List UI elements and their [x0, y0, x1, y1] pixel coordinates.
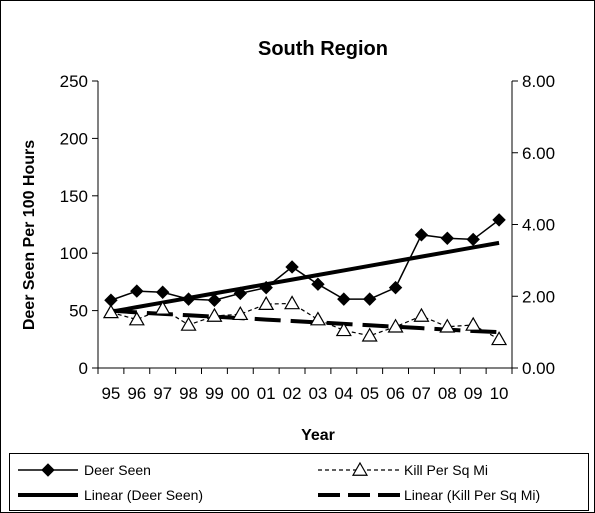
data-point-deer-seen: [362, 292, 377, 306]
data-point-deer-seen: [233, 286, 248, 301]
data-point-deer-seen: [130, 284, 144, 298]
y-right-tick-label: 6.00: [522, 144, 555, 163]
data-point-deer-seen: [155, 285, 170, 299]
data-point-kill-per-sq-mi: [128, 311, 145, 326]
y-left-tick-label: 250: [60, 72, 88, 91]
y-left-tick-label: 100: [60, 244, 88, 263]
y-right-tick-label: 0.00: [522, 359, 555, 378]
x-tick-label: 97: [153, 384, 172, 403]
data-point-kill-per-sq-mi: [258, 295, 275, 310]
x-tick-label: 03: [308, 384, 327, 403]
x-axis-title: Year: [301, 427, 335, 444]
x-tick-label: 01: [257, 384, 276, 403]
series-line-linear-kill-per-sq-mi: [110, 308, 500, 335]
series-line-deer-seen: [110, 219, 500, 302]
series-line-kill-per-sq-mi: [110, 302, 500, 340]
data-point-kill-per-sq-mi: [154, 300, 171, 315]
x-tick-label: 04: [334, 384, 353, 403]
data-point-deer-seen: [388, 280, 403, 295]
y-axis-title: Deer Seen Per 100 Hours: [21, 140, 38, 330]
y-right-tick-label: 8.00: [522, 72, 555, 91]
data-point-kill-per-sq-mi: [232, 305, 249, 321]
series-line-linear-deer-seen: [110, 240, 500, 314]
x-tick-label: 98: [179, 384, 198, 403]
data-point-deer-seen: [440, 231, 455, 245]
data-point-deer-seen: [285, 260, 299, 274]
data-point-kill-per-sq-mi: [309, 311, 326, 326]
legend-box: [9, 453, 589, 511]
y-right-tick-label: 4.00: [522, 216, 555, 235]
data-point-deer-seen: [311, 277, 325, 291]
legend-marker-deer-seen: [41, 463, 55, 477]
data-point-deer-seen: [466, 232, 480, 247]
y-left-tick-label: 50: [69, 302, 88, 321]
data-point-kill-per-sq-mi: [387, 318, 404, 333]
legend-marker-kill-per-sq-mi: [351, 461, 369, 476]
data-point-kill-per-sq-mi: [180, 316, 197, 331]
data-point-deer-seen: [492, 213, 506, 227]
x-tick-label: 02: [283, 384, 302, 403]
y-left-tick-label: 0: [79, 359, 88, 378]
x-tick-label: 99: [205, 384, 224, 403]
x-tick-label: 08: [438, 384, 457, 403]
x-tick-label: 00: [231, 384, 250, 403]
chart-title: South Region: [258, 38, 388, 60]
x-tick-label: 07: [412, 384, 431, 403]
data-point-kill-per-sq-mi: [284, 295, 301, 310]
x-tick-label: 95: [101, 384, 120, 403]
data-point-kill-per-sq-mi: [491, 331, 508, 346]
legend: Deer Seen Kill Per Sq Mi Linear (Deer Seen…: [9, 453, 589, 511]
legend-label-linear-deer-seen: Linear (Deer Seen): [84, 487, 203, 503]
data-point-deer-seen: [259, 280, 273, 295]
x-tick-label: 06: [386, 384, 405, 403]
data-point-deer-seen: [414, 228, 429, 242]
legend-label-kill-per-sq-mi: Kill Per Sq Mi: [404, 462, 488, 478]
data-point-kill-per-sq-mi: [206, 307, 223, 322]
legend-label-linear-kill-per-sq-mi: Linear (Kill Per Sq Mi): [404, 487, 540, 503]
data-point-kill-per-sq-mi: [361, 327, 378, 342]
data-point-kill-per-sq-mi: [335, 322, 352, 337]
y-left-tick-label: 200: [60, 129, 88, 148]
data-point-deer-seen: [207, 293, 222, 307]
y-left-tick-label: 150: [60, 187, 88, 206]
data-point-kill-per-sq-mi: [102, 304, 119, 319]
data-point-kill-per-sq-mi: [465, 316, 482, 331]
data-point-kill-per-sq-mi: [439, 318, 456, 333]
data-point-kill-per-sq-mi: [413, 307, 430, 322]
x-tick-label: 10: [490, 384, 509, 403]
data-point-deer-seen: [337, 292, 351, 306]
data-point-deer-seen: [104, 293, 118, 307]
x-tick-label: 96: [127, 384, 146, 403]
x-tick-label: 09: [464, 384, 483, 403]
data-point-deer-seen: [181, 292, 196, 306]
legend-label-deer-seen: Deer Seen: [84, 462, 151, 478]
y-right-tick-label: 2.00: [522, 287, 555, 306]
x-tick-label: 05: [360, 384, 379, 403]
